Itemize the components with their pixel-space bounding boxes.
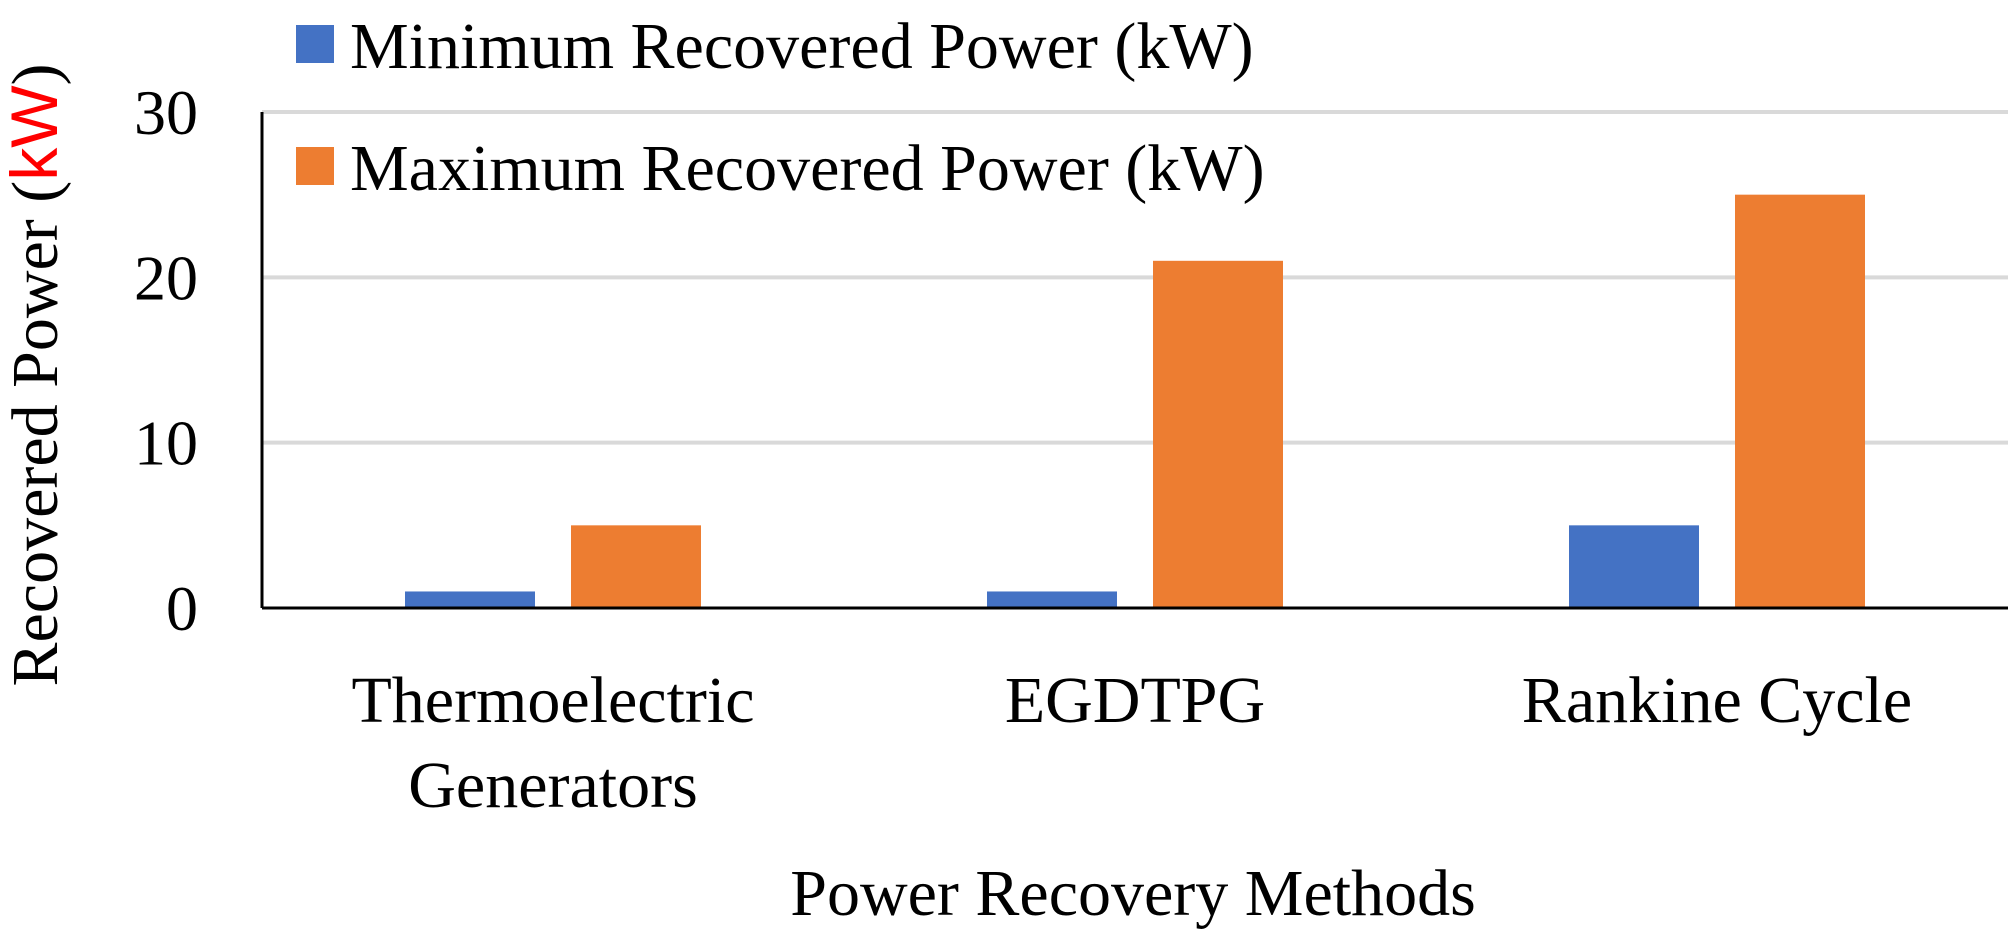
bar — [1153, 260, 1283, 608]
x-tick-label: Rankine Cycle — [1522, 664, 1912, 737]
bar — [987, 591, 1117, 608]
y-tick-label: 10 — [134, 408, 198, 479]
y-axis-title-unit: kW — [0, 85, 71, 181]
y-tick-label: 0 — [166, 573, 198, 644]
y-axis-title-close: ) — [0, 63, 72, 85]
x-tick-labels: Thermoelectric Generators EGDTPG Rankine Cy… — [351, 664, 1912, 822]
x-axis-title: Power Recovery Methods — [790, 857, 1476, 930]
gridlines — [262, 110, 2008, 445]
bars — [405, 194, 1865, 608]
legend-label: Minimum Recovered Power (kW) — [350, 10, 1254, 83]
legend-label: Maximum Recovered Power (kW) — [350, 132, 1265, 205]
x-tick-label: Thermoelectric — [351, 664, 754, 737]
bar — [1569, 525, 1699, 608]
bar — [1735, 194, 1865, 608]
bar — [405, 591, 535, 608]
legend-swatch — [296, 25, 334, 63]
legend-swatch — [296, 147, 334, 185]
x-tick-label: EGDTPG — [1005, 664, 1265, 737]
y-tick-label: 30 — [134, 77, 198, 148]
bar — [571, 525, 701, 608]
legend: Minimum Recovered Power (kW) Maximum Reco… — [296, 10, 1265, 205]
y-axis-title-text: Recovered Power ( — [0, 181, 72, 687]
y-tick-labels: 0 10 20 30 — [134, 77, 198, 644]
y-tick-label: 20 — [134, 242, 198, 313]
x-tick-label: Generators — [408, 749, 698, 822]
y-axis-title: Recovered Power (kW) — [0, 63, 72, 686]
